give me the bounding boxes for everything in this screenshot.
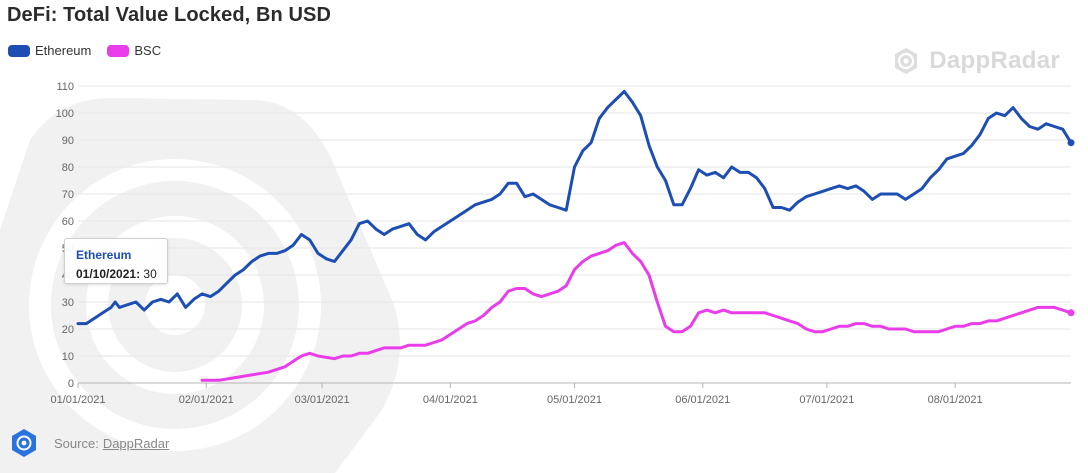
x-tick-label: 06/01/2021 (675, 394, 730, 406)
tooltip-date: 01/10/2021 (76, 267, 137, 281)
legend-label-bsc: BSC (134, 43, 162, 58)
y-tick-label: 0 (68, 378, 74, 390)
x-tick-label: 04/01/2021 (423, 394, 478, 406)
y-tick-label: 80 (62, 162, 74, 174)
y-tick-label: 60 (62, 216, 74, 228)
tooltip: Ethereum 01/10/2021: 30 (64, 238, 168, 284)
legend-label-ethereum: Ethereum (35, 43, 92, 58)
dappradar-source-icon (12, 429, 36, 457)
series-line-ethereum[interactable] (76, 89, 1073, 326)
x-tick-label: 07/01/2021 (799, 394, 854, 406)
brand-watermark: DappRadar (891, 46, 1060, 76)
series-end-point-bsc[interactable] (1067, 309, 1075, 317)
tooltip-row: 01/10/2021: 30 (76, 267, 157, 281)
legend-swatch-bsc (107, 44, 130, 57)
legend-item-bsc[interactable]: BSC (107, 43, 161, 58)
brand-name: DappRadar (929, 47, 1060, 74)
series-end-point-ethereum[interactable] (1067, 139, 1075, 147)
x-axis-labels: 01/01/2021 02/01/2021 03/01/2021 04/01/2021… (50, 383, 983, 406)
y-grid (78, 85, 1071, 384)
y-tick-label: 10 (62, 351, 74, 363)
y-tick-label: 70 (62, 189, 74, 201)
x-tick-label: 02/01/2021 (179, 394, 234, 406)
legend-item-ethereum[interactable]: Ethereum (8, 43, 91, 58)
chart-title: DeFi: Total Value Locked, Bn USD (7, 4, 331, 26)
legend-swatch-ethereum (8, 44, 30, 57)
source-footer: Source: DappRadar (10, 428, 169, 458)
x-tick-label: 08/01/2021 (928, 394, 983, 406)
x-tick-label: 01/01/2021 (50, 394, 105, 406)
y-tick-label: 110 (56, 81, 74, 93)
y-tick-label: 20 (62, 324, 74, 336)
y-tick-label: 90 (62, 135, 74, 147)
y-tick-label: 100 (56, 108, 74, 120)
source-link[interactable]: DappRadar (102, 435, 170, 451)
source-label: Source: (54, 435, 99, 451)
series-layer (76, 89, 1075, 382)
tooltip-value: 30 (143, 267, 157, 281)
dappradar-logo-icon (895, 48, 918, 74)
background-watermark-icon (0, 97, 400, 473)
x-tick-label: 05/01/2021 (547, 394, 602, 406)
y-tick-label: 30 (62, 297, 74, 309)
series-line-bsc[interactable] (200, 241, 1073, 382)
x-tick-label: 03/01/2021 (295, 394, 350, 406)
legend: Ethereum BSC (8, 43, 177, 58)
tooltip-series: Ethereum (76, 248, 132, 262)
